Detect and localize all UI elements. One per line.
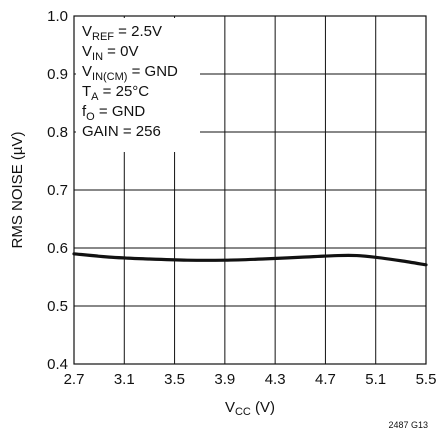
condition-line: TA = 25°C: [82, 83, 149, 103]
condition-line: VREF = 2.5V: [82, 23, 162, 43]
y-tick-label: 0.9: [47, 66, 68, 83]
x-tick-label: 3.5: [164, 371, 185, 388]
y-tick-label: 0.4: [47, 356, 68, 373]
condition-subscript: IN: [92, 51, 103, 63]
condition-line: GAIN = 256: [82, 123, 161, 140]
y-tick-label: 0.7: [47, 182, 68, 199]
condition-symbol: GAIN = 256: [82, 123, 161, 140]
x-tick-label: 4.7: [315, 371, 336, 388]
figure-id: 2487 G13: [388, 420, 428, 430]
condition-subscript: O: [86, 111, 95, 123]
condition-subscript: REF: [92, 31, 114, 43]
x-axis-label: VCC (V): [225, 399, 275, 418]
x-tick-label: 2.7: [64, 371, 85, 388]
x-tick-label: 3.9: [214, 371, 235, 388]
condition-line: VIN = 0V: [82, 43, 138, 63]
condition-subscript: A: [91, 91, 99, 103]
y-tick-label: 0.8: [47, 124, 68, 141]
condition-line: fO = GND: [82, 103, 145, 123]
condition-symbol: T: [82, 83, 91, 100]
condition-value: = 25°C: [99, 83, 150, 100]
x-axis-label-unit: (V): [251, 399, 275, 416]
series-line: [72, 252, 428, 267]
condition-value: = 2.5V: [114, 23, 162, 40]
condition-symbol: f: [82, 103, 87, 120]
condition-subscript: IN(CM): [92, 71, 127, 83]
condition-symbol: V: [82, 63, 92, 80]
x-axis-label-sub: CC: [235, 406, 251, 418]
condition-symbol: V: [82, 23, 92, 40]
annotation-box: [76, 18, 200, 152]
grid: [73, 15, 427, 365]
condition-value: = 0V: [103, 43, 138, 60]
y-tick-label: 0.5: [47, 298, 68, 315]
condition-value: = GND: [95, 103, 146, 120]
y-tick-label: 0.6: [47, 240, 68, 257]
x-tick-label: 3.1: [114, 371, 135, 388]
condition-symbol: V: [82, 43, 92, 60]
y-tick-label: 1.0: [47, 8, 68, 25]
x-tick-label: 5.1: [365, 371, 386, 388]
x-axis-label-main: V: [225, 399, 235, 416]
x-tick-label: 4.3: [265, 371, 286, 388]
y-axis-label: RMS NOISE (µV): [9, 132, 26, 249]
x-tick-labels: 2.7 3.1 3.5 3.9 4.3 4.7 5.1 5.5: [64, 371, 437, 388]
condition-line: VIN(CM) = GND: [82, 63, 178, 83]
y-tick-labels: 0.4 0.5 0.6 0.7 0.8 0.9 1.0: [47, 8, 68, 373]
plot-frame: [73, 15, 427, 365]
x-tick-label: 5.5: [416, 371, 437, 388]
condition-value: = GND: [127, 63, 178, 80]
